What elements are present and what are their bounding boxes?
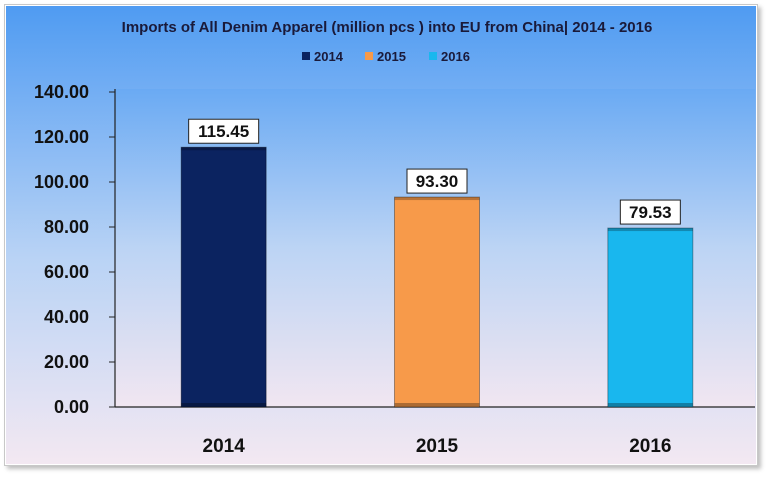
data-label-box xyxy=(188,118,260,144)
data-label-box xyxy=(406,168,468,194)
x-tick-label-2014: 2014 xyxy=(203,436,246,457)
bar-2015 xyxy=(394,196,480,408)
y-tick-label: 80.00 xyxy=(44,217,89,237)
bar-bottom-edge xyxy=(181,403,267,407)
y-tick-label: 20.00 xyxy=(44,352,89,372)
data-label-2016: 79.53 xyxy=(629,203,672,222)
y-tick-label: 60.00 xyxy=(44,262,89,282)
legend: 2014 2015 2016 xyxy=(302,49,470,64)
y-tick-label: 120.00 xyxy=(34,127,89,147)
bar-top-edge xyxy=(607,228,693,232)
bar-bottom-edge xyxy=(607,403,693,407)
chart: Imports of All Denim Apparel (million pc… xyxy=(6,6,756,464)
legend-label-2015: 2015 xyxy=(377,49,406,64)
chart-title: Imports of All Denim Apparel (million pc… xyxy=(122,19,653,36)
bar-bottom-edge xyxy=(394,403,480,407)
legend-swatch-2015 xyxy=(365,52,373,60)
legend-swatch-2016 xyxy=(429,52,437,60)
bar-2016 xyxy=(607,227,694,408)
bars xyxy=(180,146,694,408)
y-tick-label: 0.00 xyxy=(54,397,89,417)
axes: 0.00 20.00 40.00 60.00 80.00 100.00 120.00 140.… xyxy=(34,82,755,457)
data-labels: 115.45 93.30 79.53 xyxy=(188,118,681,225)
data-label-2014: 115.45 xyxy=(198,122,249,141)
bar-top-edge xyxy=(394,197,480,201)
legend-label-2016: 2016 xyxy=(441,49,470,64)
legend-label-2014: 2014 xyxy=(314,49,344,64)
bar-top-edge xyxy=(181,147,267,151)
data-label-box xyxy=(619,199,681,225)
legend-swatch-2014 xyxy=(302,52,310,60)
y-tick-label: 100.00 xyxy=(34,172,89,192)
bar-2014 xyxy=(180,146,267,408)
x-tick-label-2015: 2015 xyxy=(416,436,459,457)
chart-frame: Imports of All Denim Apparel (million pc… xyxy=(4,4,758,466)
data-label-2015: 93.30 xyxy=(416,172,459,191)
y-tick-label: 40.00 xyxy=(44,307,89,327)
x-tick-label-2016: 2016 xyxy=(629,436,671,457)
y-tick-label: 140.00 xyxy=(34,82,89,102)
